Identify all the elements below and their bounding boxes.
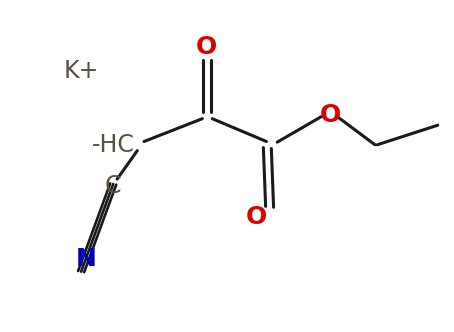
Text: -HC: -HC	[92, 133, 135, 157]
Text: K+: K+	[64, 59, 99, 83]
Text: C: C	[104, 174, 121, 198]
Text: O: O	[246, 205, 267, 229]
Text: N: N	[75, 247, 96, 271]
Text: O: O	[196, 35, 217, 59]
Text: O: O	[320, 103, 341, 127]
